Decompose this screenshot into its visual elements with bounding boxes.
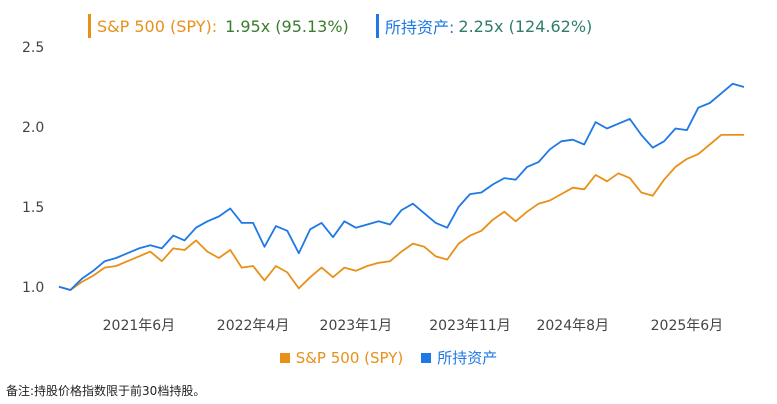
portfolio-summary-label: 所持资产: <box>385 18 455 37</box>
series-lines <box>58 82 745 291</box>
portfolio-summary-value: 2.25x (124.62%) <box>458 16 593 36</box>
portfolio-summary: 所持资产: 2.25x (124.62%) <box>376 12 592 40</box>
spy-summary-value: 1.95x (95.13%) <box>225 16 349 36</box>
x-tick-label: 2023年1月 <box>320 318 393 334</box>
x-axis-ticks: 2021年6月 2022年4月 2023年1月 2023年11月 2024年8月 2025… <box>103 318 724 334</box>
spy-summary-label: S&P 500 (SPY): <box>97 16 218 36</box>
legend-swatch-portfolio <box>421 352 432 363</box>
legend-item-portfolio[interactable]: 所持资产 <box>421 347 497 368</box>
y-tick-label: 2.5 <box>22 40 44 56</box>
footnote: 备注:持股价格指数限于前30档持股。 <box>6 384 206 398</box>
x-tick-label: 2021年6月 <box>103 318 176 334</box>
x-tick-label: 2024年8月 <box>536 318 609 334</box>
y-tick-label: 1.5 <box>22 200 44 216</box>
legend-label-portfolio: 所持资产 <box>437 349 498 367</box>
y-tick-label: 2.0 <box>22 120 44 136</box>
x-tick-label: 2022年4月 <box>217 318 290 334</box>
legend-label-spy: S&P 500 (SPY) <box>295 348 404 367</box>
spy-color-bar <box>88 14 91 38</box>
x-tick-label: 2025年6月 <box>651 318 724 334</box>
y-axis-ticks: 1.0 1.5 2.0 2.5 <box>22 40 44 296</box>
x-tick-label: 2023年11月 <box>429 318 510 334</box>
y-tick-label: 1.0 <box>22 280 44 296</box>
legend-swatch-spy <box>279 352 290 363</box>
series-line-spy <box>58 133 744 291</box>
portfolio-color-bar <box>376 14 379 38</box>
chart-legend: S&P 500 (SPY) 所持资产 <box>0 347 777 368</box>
spy-summary: S&P 500 (SPY): 1.95x (95.13%) <box>88 12 349 40</box>
legend-item-spy[interactable]: S&P 500 (SPY) <box>279 347 404 368</box>
series-line-portfolio <box>58 82 745 291</box>
